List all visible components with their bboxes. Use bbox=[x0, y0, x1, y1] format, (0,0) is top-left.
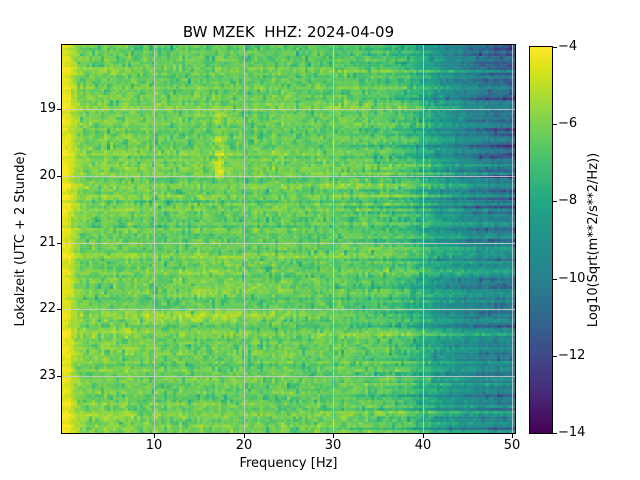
colorbar-tick-label: −6 bbox=[558, 116, 578, 131]
colorbar-tick-label: −14 bbox=[558, 425, 586, 440]
x-tick-mark bbox=[333, 434, 334, 438]
x-tick-label: 20 bbox=[235, 438, 253, 453]
y-tick-label: 23 bbox=[39, 368, 56, 383]
x-tick-label: 50 bbox=[503, 438, 521, 453]
x-tick-mark bbox=[423, 434, 424, 438]
colorbar bbox=[529, 46, 553, 434]
chart-title: BW MZEK HHZ: 2024-04-09 bbox=[182, 23, 395, 41]
y-tick-mark bbox=[57, 109, 61, 110]
x-tick-label: 10 bbox=[145, 438, 163, 453]
x-tick-mark bbox=[512, 434, 513, 438]
x-tick-mark bbox=[244, 434, 245, 438]
y-tick-mark bbox=[57, 176, 61, 177]
colorbar-tick-label: −8 bbox=[558, 193, 578, 208]
colorbar-gradient bbox=[530, 47, 552, 433]
y-tick-label: 19 bbox=[39, 101, 56, 116]
x-tick-label: 30 bbox=[324, 438, 342, 453]
plot-area bbox=[61, 44, 516, 434]
colorbar-tick-mark bbox=[553, 356, 557, 357]
x-tick-label: 40 bbox=[414, 438, 432, 453]
colorbar-tick-mark bbox=[553, 124, 557, 125]
y-axis-label: Lokalzeit (UTC + 2 Stunde) bbox=[13, 151, 28, 327]
y-tick-mark bbox=[57, 309, 61, 310]
colorbar-label: Log10(Sqrt(m**2/s**2/Hz)) bbox=[586, 152, 601, 328]
colorbar-tick-mark bbox=[553, 279, 557, 280]
colorbar-tick-label: −10 bbox=[558, 271, 586, 286]
y-tick-label: 22 bbox=[39, 301, 56, 316]
spectrogram-canvas bbox=[62, 45, 515, 433]
colorbar-tick-label: −12 bbox=[558, 348, 586, 363]
y-tick-mark bbox=[57, 243, 61, 244]
colorbar-tick-mark bbox=[553, 47, 557, 48]
y-tick-mark bbox=[57, 376, 61, 377]
x-axis-label: Frequency [Hz] bbox=[239, 456, 338, 471]
x-tick-mark bbox=[154, 434, 155, 438]
y-tick-label: 20 bbox=[39, 168, 56, 183]
colorbar-tick-label: −4 bbox=[558, 39, 578, 54]
colorbar-tick-mark bbox=[553, 201, 557, 202]
y-tick-label: 21 bbox=[39, 235, 56, 250]
colorbar-tick-mark bbox=[553, 433, 557, 434]
